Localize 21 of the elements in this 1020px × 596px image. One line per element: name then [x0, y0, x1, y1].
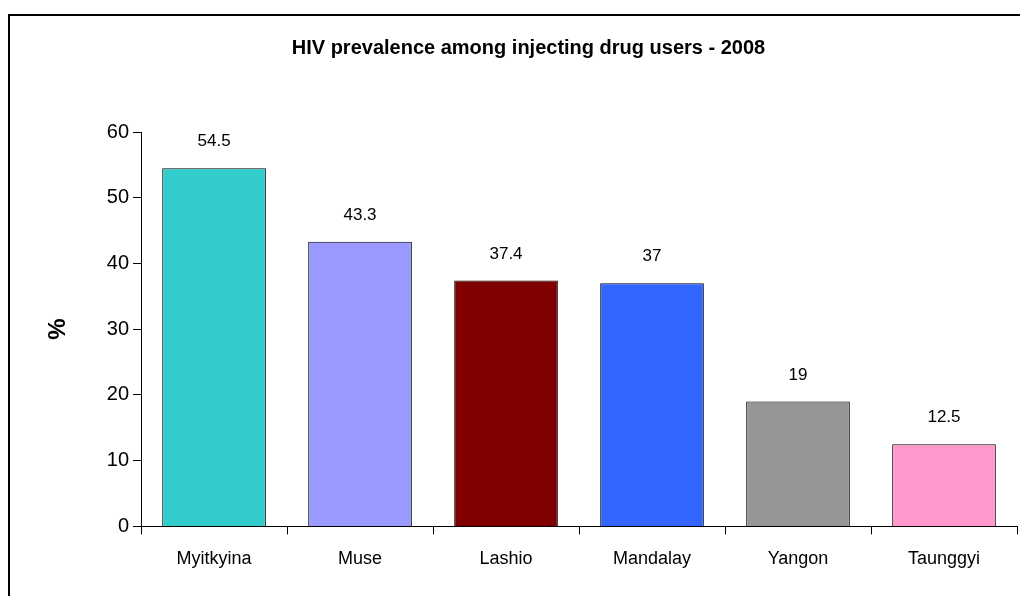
data-label: 43.3 [343, 204, 377, 224]
x-tick-label: Myitkyina [176, 548, 253, 569]
x-tick-label: Yangon [767, 548, 829, 569]
y-tick-label: 0 [117, 513, 130, 536]
data-label: 54.5 [197, 131, 231, 151]
x-tick-label: Lashio [479, 548, 533, 569]
chart-title: HIV prevalence among injecting drug users - 2008 [291, 35, 766, 58]
data-label: 37.4 [489, 243, 523, 263]
x-tick-label: Muse [338, 548, 383, 569]
y-tick-label: 40 [106, 250, 130, 273]
data-label: 37 [642, 246, 662, 266]
y-tick-label: 20 [106, 382, 130, 405]
data-label: 19 [788, 364, 808, 384]
x-tick-label: Mandalay [613, 548, 692, 569]
data-label: 12.5 [927, 407, 961, 427]
y-tick-label: 30 [106, 316, 130, 339]
x-tick-label: Taunggyi [907, 548, 981, 569]
y-tick-label: 60 [106, 119, 130, 142]
y-tick-label: 10 [106, 448, 130, 471]
y-tick-label: 50 [106, 185, 130, 208]
y-axis-title: % [43, 318, 71, 340]
